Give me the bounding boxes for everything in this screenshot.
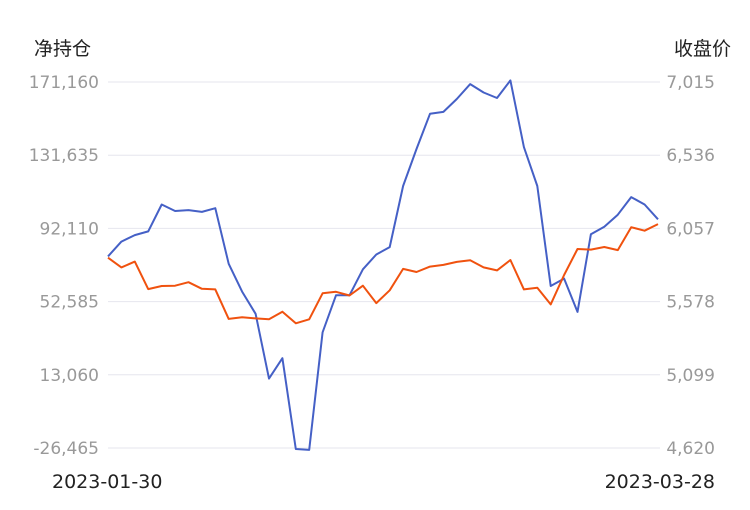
x-end-date-label: 2023-03-28	[605, 471, 715, 493]
left-axis-ticks: 171,160 131,635 92,110 52,585 13,060 -26,465	[29, 73, 99, 459]
left-axis-title: 净持仓	[34, 38, 91, 60]
right-tick-label: 7,015	[666, 73, 715, 93]
net-position-line	[107, 79, 659, 451]
close-price-line	[107, 223, 659, 325]
right-axis-ticks: 7,015 6,536 6,057 5,578 5,099 4,620	[666, 73, 715, 459]
left-tick-label: 171,160	[29, 73, 99, 93]
x-start-date-label: 2023-01-30	[52, 471, 162, 493]
right-axis-title: 收盘价	[674, 38, 731, 60]
left-tick-label: 92,110	[40, 219, 99, 239]
left-tick-label: 131,635	[29, 146, 99, 166]
right-tick-label: 4,620	[666, 439, 715, 459]
right-tick-label: 6,057	[666, 219, 715, 239]
series-lines	[107, 79, 659, 451]
gridlines	[108, 81, 660, 449]
right-tick-label: 5,578	[666, 293, 715, 313]
left-tick-label: 13,060	[40, 366, 99, 386]
right-tick-label: 5,099	[666, 366, 715, 386]
left-tick-label: 52,585	[40, 293, 99, 313]
right-tick-label: 6,536	[666, 146, 715, 166]
left-tick-label: -26,465	[33, 439, 99, 459]
